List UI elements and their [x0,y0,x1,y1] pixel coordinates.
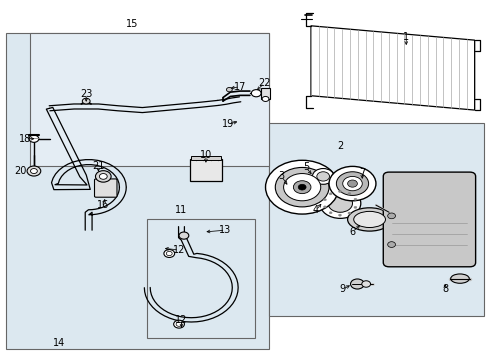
Text: 21: 21 [92,161,104,171]
Bar [261,88,270,99]
Bar [191,156,220,159]
Ellipse shape [451,274,469,283]
Circle shape [275,167,329,207]
Bar [5,33,270,348]
Bar [270,123,485,316]
FancyBboxPatch shape [95,179,117,197]
Circle shape [251,90,261,97]
Circle shape [96,171,111,182]
Ellipse shape [354,211,386,228]
FancyBboxPatch shape [190,159,222,181]
Text: 8: 8 [442,284,448,294]
Text: 9: 9 [340,284,346,294]
Circle shape [348,212,351,214]
Text: 2: 2 [337,141,343,151]
Circle shape [343,176,362,191]
Text: 16: 16 [97,200,109,210]
Text: 23: 23 [80,89,93,99]
Circle shape [388,213,395,219]
Text: 1: 1 [403,32,409,41]
Circle shape [313,168,334,184]
Circle shape [336,172,368,195]
Circle shape [27,166,41,176]
Text: 12: 12 [173,245,185,255]
Text: 18: 18 [19,134,31,144]
Circle shape [323,206,326,208]
Text: 5: 5 [303,162,309,172]
Circle shape [388,242,395,247]
Circle shape [354,198,357,200]
Text: 19: 19 [222,120,234,129]
Circle shape [362,281,370,287]
Circle shape [348,193,351,195]
FancyBboxPatch shape [383,172,476,267]
Circle shape [173,320,184,328]
Circle shape [266,160,339,214]
Text: 10: 10 [200,150,212,160]
Text: 6: 6 [349,227,356,237]
Bar [30,33,270,166]
Circle shape [323,199,326,201]
Circle shape [317,172,330,181]
Polygon shape [311,26,475,110]
Circle shape [82,98,90,104]
Text: 17: 17 [234,82,246,92]
Circle shape [30,168,37,174]
Text: 20: 20 [14,166,26,176]
Circle shape [29,135,39,142]
Circle shape [329,166,376,201]
Text: 14: 14 [53,338,66,348]
Bar [147,220,255,338]
Circle shape [166,251,172,256]
Circle shape [99,174,107,179]
Text: 13: 13 [220,225,232,235]
Text: 11: 11 [175,206,188,216]
Text: 22: 22 [258,78,271,88]
Text: 15: 15 [126,19,139,29]
Text: 12: 12 [175,315,188,325]
Text: 3: 3 [279,171,285,181]
Ellipse shape [347,208,392,231]
Circle shape [262,96,269,102]
Text: 4: 4 [313,206,319,216]
Circle shape [179,232,189,239]
Circle shape [176,322,182,326]
Circle shape [320,188,361,219]
Circle shape [350,279,364,289]
Circle shape [294,181,311,194]
Circle shape [328,194,352,212]
Circle shape [226,87,232,92]
Text: 7: 7 [359,168,366,178]
Circle shape [284,174,321,201]
Circle shape [339,214,342,216]
Circle shape [329,212,332,214]
Circle shape [354,206,357,208]
Circle shape [347,180,357,187]
Circle shape [339,190,342,193]
Circle shape [298,184,306,190]
Circle shape [164,249,174,257]
Circle shape [329,193,332,195]
